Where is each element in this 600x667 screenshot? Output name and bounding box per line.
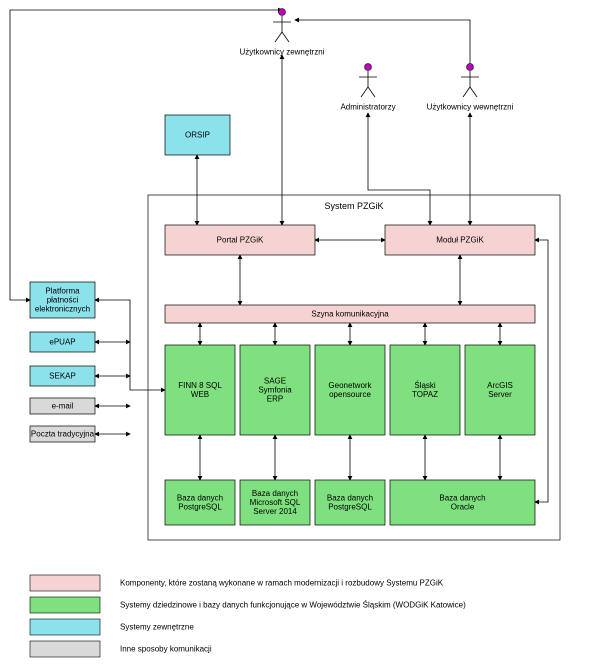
box-label-topaz-0: Śląski <box>414 381 436 390</box>
actor-label-int-users: Użytkownicy wewnętrzni <box>427 103 514 112</box>
box-label-platnosci-0: Platforma <box>45 287 80 296</box>
edge-9 <box>535 240 548 502</box>
box-label-arcgis-0: ArcGIS <box>487 381 513 390</box>
box-label-finn-0: FINN 8 SQL <box>178 381 222 390</box>
box-label-arcgis-1: Server <box>488 390 512 399</box>
box-label-db3-0: Baza danych <box>327 494 373 503</box>
box-label-epuap: ePUAP <box>49 338 75 347</box>
actor-admins: Administratorzy <box>340 64 395 112</box>
box-label-geonet-0: Geonetwork <box>328 381 372 390</box>
legend-text-2: Systemy zewnętrzne <box>120 623 194 632</box>
box-label-portal: Portal PZGiK <box>217 236 264 245</box>
actor-label-ext-users: Użytkownicy zewnętrzni <box>240 48 325 57</box>
box-label-szyna: Szyna komunikacyjna <box>311 310 389 319</box>
box-label-sage-2: ERP <box>267 395 283 404</box>
box-label-modul: Moduł PZGiK <box>436 236 484 245</box>
legend-swatch-1 <box>30 597 100 613</box>
box-label-geonet-1: opensource <box>329 390 371 399</box>
legend-swatch-0 <box>30 575 100 591</box>
system-frame-title: System PZGiK <box>324 201 383 211</box>
box-label-platnosci-2: elektronicznych <box>35 305 90 314</box>
box-label-sage-1: Symfonia <box>258 386 292 395</box>
box-label-db3-1: PostgreSQL <box>328 503 372 512</box>
box-label-platnosci-1: płatności <box>47 296 79 305</box>
box-label-db1-1: PostgreSQL <box>178 503 222 512</box>
box-label-finn-1: WEB <box>191 390 209 399</box>
box-label-topaz-1: TOPAZ <box>412 390 438 399</box>
edge-5 <box>295 20 470 70</box>
legend-text-3: Inne sposoby komunikacji <box>120 645 212 654</box>
actor-ext-users: Użytkownicy zewnętrzni <box>240 9 325 57</box>
edge-10 <box>95 300 165 390</box>
box-label-db2-2: Server 2014 <box>253 507 297 516</box>
legend-text-1: Systemy dziedzinowe i bazy danych funkcj… <box>120 601 466 610</box>
box-label-db1-0: Baza danych <box>177 494 223 503</box>
box-label-db4-0: Baza danych <box>439 494 485 503</box>
actor-int-users: Użytkownicy wewnętrzni <box>427 64 514 112</box>
box-label-poczta: Poczta tradycyjna <box>31 430 95 439</box>
box-label-orsip: ORSIP <box>185 131 210 140</box>
box-label-email: e-mail <box>52 402 74 411</box>
legend-swatch-3 <box>30 641 100 657</box>
box-label-sekap: SEKAP <box>49 372 76 381</box>
box-label-db4-1: Oracle <box>451 503 475 512</box>
legend-text-0: Komponenty, które zostaną wykonane w ram… <box>120 579 444 588</box>
box-label-db2-0: Baza danych <box>252 489 298 498</box>
box-label-db2-1: Microsoft SQL <box>250 498 301 507</box>
actor-label-admins: Administratorzy <box>340 103 395 112</box>
box-label-sage-0: SAGE <box>264 377 286 386</box>
legend-swatch-2 <box>30 619 100 635</box>
